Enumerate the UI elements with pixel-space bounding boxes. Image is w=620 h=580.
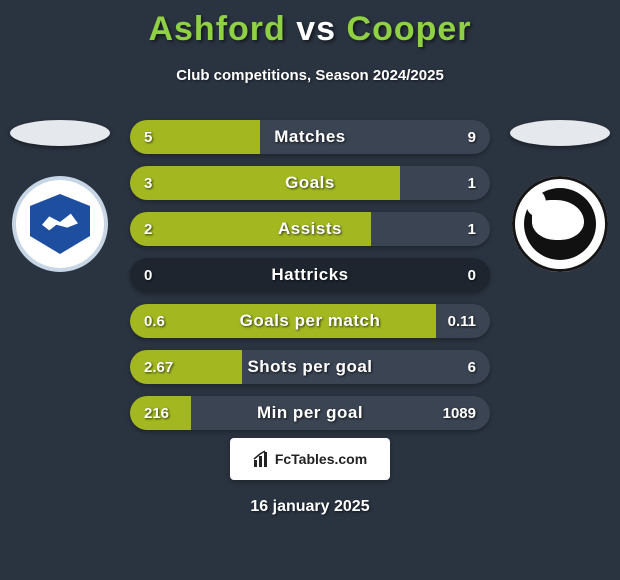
cardiff-crest-icon — [12, 176, 108, 272]
stat-row: 2.676Shots per goal — [130, 350, 490, 384]
right-player-column — [500, 120, 620, 272]
stat-row: 00Hattricks — [130, 258, 490, 292]
season-subtitle: Club competitions, Season 2024/2025 — [0, 67, 620, 84]
player1-name: Ashford — [148, 10, 285, 48]
stat-label: Shots per goal — [130, 350, 490, 384]
fctables-label: FcTables.com — [275, 451, 367, 467]
stat-row: 0.60.11Goals per match — [130, 304, 490, 338]
player2-name: Cooper — [347, 10, 472, 48]
player2-photo-placeholder — [510, 120, 610, 146]
vs-label: vs — [296, 10, 336, 48]
chart-icon — [253, 450, 271, 468]
stat-row: 21Assists — [130, 212, 490, 246]
stat-label: Min per goal — [130, 396, 490, 430]
stat-label: Goals — [130, 166, 490, 200]
left-player-column — [0, 120, 120, 272]
stat-row: 31Goals — [130, 166, 490, 200]
stat-row: 2161089Min per goal — [130, 396, 490, 430]
player1-photo-placeholder — [10, 120, 110, 146]
comparison-title: Ashford vs Cooper — [0, 0, 620, 49]
stat-label: Assists — [130, 212, 490, 246]
snapshot-date: 16 january 2025 — [0, 498, 620, 516]
stat-label: Goals per match — [130, 304, 490, 338]
stat-label: Hattricks — [130, 258, 490, 292]
stats-container: 59Matches 31Goals 21Assists 00Hattricks 0.60… — [130, 120, 490, 442]
stat-label: Matches — [130, 120, 490, 154]
fctables-logo[interactable]: FcTables.com — [230, 438, 390, 480]
swansea-crest-icon — [512, 176, 608, 272]
stat-row: 59Matches — [130, 120, 490, 154]
